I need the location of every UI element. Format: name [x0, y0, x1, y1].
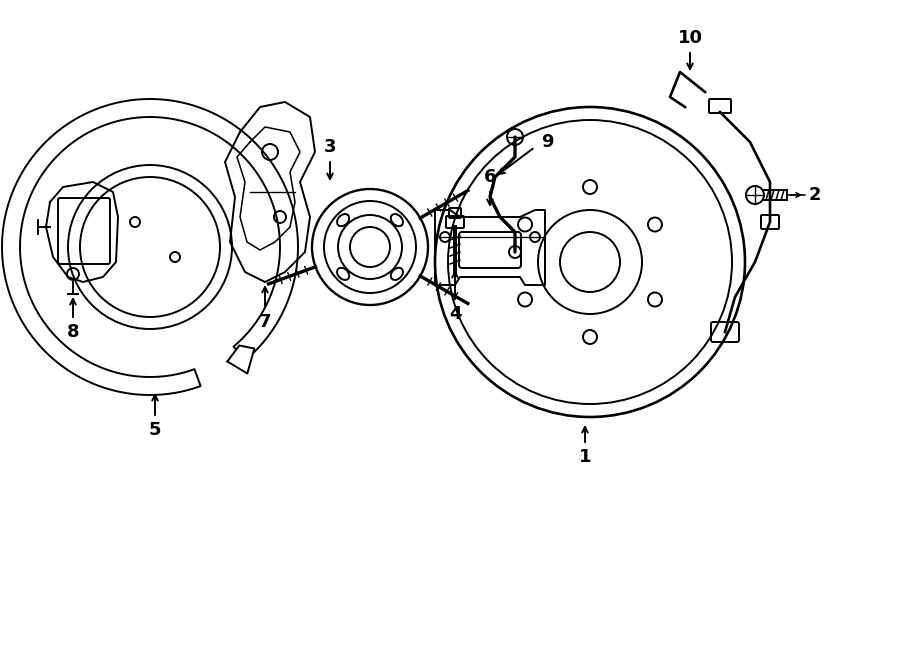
- Text: 9: 9: [541, 133, 554, 151]
- Text: 10: 10: [678, 29, 703, 47]
- Circle shape: [435, 107, 745, 417]
- Polygon shape: [435, 210, 545, 285]
- Text: 5: 5: [148, 421, 161, 439]
- Polygon shape: [225, 102, 315, 282]
- Text: 8: 8: [67, 323, 79, 341]
- Text: 4: 4: [449, 305, 461, 323]
- Circle shape: [312, 189, 428, 305]
- Polygon shape: [46, 182, 118, 282]
- Text: 1: 1: [579, 448, 591, 466]
- Polygon shape: [228, 346, 255, 373]
- Text: 7: 7: [259, 313, 271, 331]
- Text: 3: 3: [324, 138, 337, 156]
- Polygon shape: [2, 99, 298, 395]
- Text: 6: 6: [484, 168, 496, 186]
- Text: 2: 2: [809, 186, 821, 204]
